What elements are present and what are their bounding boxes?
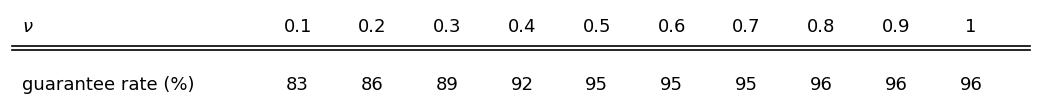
Text: 96: 96 [810,76,833,94]
Text: ν: ν [22,18,32,36]
Text: 92: 92 [511,76,534,94]
Text: 0.3: 0.3 [433,18,462,36]
Text: 89: 89 [436,76,458,94]
Text: 0.8: 0.8 [808,18,836,36]
Text: 95: 95 [661,76,684,94]
Text: 95: 95 [586,76,609,94]
Text: 1: 1 [965,18,976,36]
Text: 96: 96 [960,76,983,94]
Text: 0.6: 0.6 [658,18,686,36]
Text: 95: 95 [735,76,758,94]
Text: 0.2: 0.2 [358,18,387,36]
Text: guarantee rate (%): guarantee rate (%) [22,76,195,94]
Text: 83: 83 [287,76,309,94]
Text: 0.4: 0.4 [507,18,537,36]
Text: 96: 96 [885,76,908,94]
Text: 0.9: 0.9 [882,18,911,36]
Text: 0.1: 0.1 [283,18,312,36]
Text: 0.7: 0.7 [733,18,761,36]
Text: 86: 86 [361,76,383,94]
Text: 0.5: 0.5 [582,18,611,36]
